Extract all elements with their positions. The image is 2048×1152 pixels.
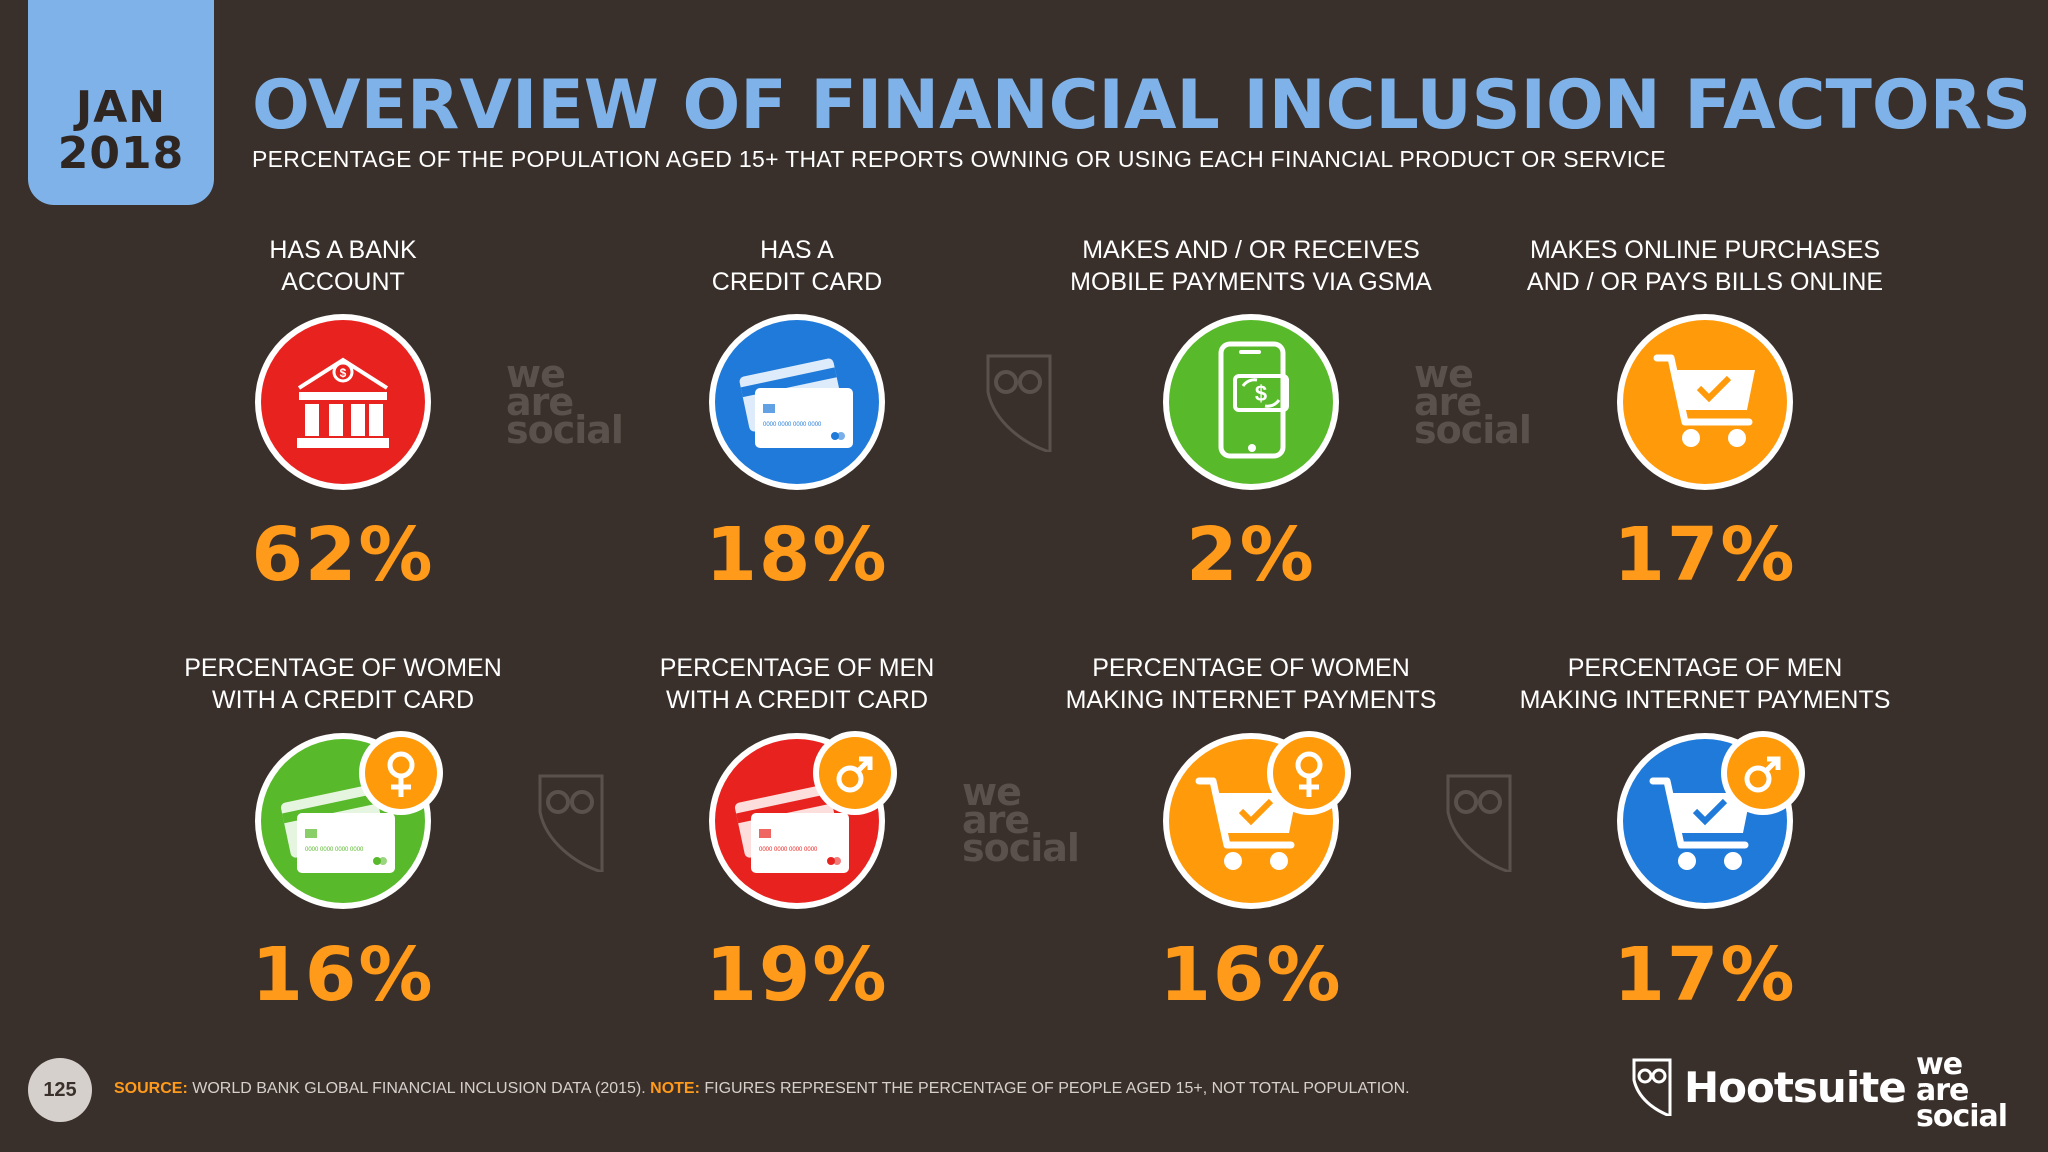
svg-text:$: $ xyxy=(1255,381,1267,406)
stat-label: PERCENTAGE OF MEN MAKING INTERNET PAYMEN… xyxy=(1519,654,1891,714)
bank-icon: $ xyxy=(251,310,435,494)
we-are-social-watermark: we are social xyxy=(506,352,624,452)
shopping-cart-female-icon xyxy=(1159,729,1351,913)
male-icon xyxy=(1721,731,1805,815)
owl-icon xyxy=(1632,1058,1672,1116)
shopping-cart-male-icon xyxy=(1613,729,1805,913)
stat-value: 2% xyxy=(1186,512,1316,598)
female-icon xyxy=(359,731,443,815)
card-number: 0000 0000 0000 0000 xyxy=(759,847,818,853)
stat-value: 16% xyxy=(1159,932,1343,1018)
date-year: 2018 xyxy=(57,128,185,179)
mobile-payment-icon: $ xyxy=(1159,310,1343,494)
owl-watermark-icon xyxy=(538,774,604,872)
owl-watermark-icon xyxy=(1446,774,1512,872)
icon-circle xyxy=(261,320,425,484)
stat-value: 16% xyxy=(251,932,435,1018)
we-are-social-logo: we are social xyxy=(1916,1047,2008,1134)
source-text: WORLD BANK GLOBAL FINANCIAL INCLUSION DA… xyxy=(192,1080,646,1097)
credit-card-icon: 0000 0000 0000 0000 xyxy=(705,310,889,494)
card-number: 0000 0000 0000 0000 xyxy=(305,847,364,853)
hootsuite-wordmark: Hootsuite xyxy=(1684,1062,1907,1112)
stat-value: 17% xyxy=(1613,932,1797,1018)
stat-value: 19% xyxy=(705,932,889,1018)
stat-label: HAS A CREDIT CARD xyxy=(711,236,883,296)
shopping-cart-icon xyxy=(1613,310,1797,494)
hootsuite-logo: Hootsuite ™ xyxy=(1632,1058,1928,1116)
page-subtitle: PERCENTAGE OF THE POPULATION AGED 15+ TH… xyxy=(252,146,1666,172)
stat-label: PERCENTAGE OF MEN WITH A CREDIT CARD xyxy=(659,654,935,714)
stat-value: 17% xyxy=(1613,512,1797,598)
stat-value: 62% xyxy=(251,512,435,598)
stat-label: MAKES ONLINE PURCHASES AND / OR PAYS BIL… xyxy=(1526,236,1884,296)
stat-label: PERCENTAGE OF WOMEN MAKING INTERNET PAYM… xyxy=(1065,654,1437,714)
card-number: 0000 0000 0000 0000 xyxy=(763,422,822,428)
svg-text:$: $ xyxy=(340,366,347,380)
note-label: NOTE: xyxy=(650,1080,700,1097)
we-are-social-watermark: we are social xyxy=(1414,352,1532,452)
note-text: FIGURES REPRESENT THE PERCENTAGE OF PEOP… xyxy=(704,1080,1410,1097)
owl-watermark-icon xyxy=(986,354,1052,452)
stat-value: 18% xyxy=(705,512,889,598)
date-month: JAN xyxy=(75,82,167,133)
stat-label: HAS A BANK ACCOUNT xyxy=(269,236,417,296)
source-label: SOURCE: xyxy=(114,1080,188,1097)
page-title: OVERVIEW OF FINANCIAL INCLUSION FACTORS xyxy=(252,66,2032,145)
credit-card-male-icon: 0000 0000 0000 0000 xyxy=(705,729,897,913)
date-badge: JAN 2018 xyxy=(28,0,214,205)
stat-label: PERCENTAGE OF WOMEN WITH A CREDIT CARD xyxy=(184,654,502,714)
female-icon xyxy=(1267,731,1351,815)
credit-card-female-icon: 0000 0000 0000 0000 xyxy=(251,729,443,913)
page-number: 125 xyxy=(28,1058,92,1122)
source-note: SOURCE: WORLD BANK GLOBAL FINANCIAL INCL… xyxy=(114,1080,1410,1098)
we-are-social-watermark: we are social xyxy=(962,770,1080,870)
stat-label: MAKES AND / OR RECEIVES MOBILE PAYMENTS … xyxy=(1070,236,1432,296)
male-icon xyxy=(813,731,897,815)
